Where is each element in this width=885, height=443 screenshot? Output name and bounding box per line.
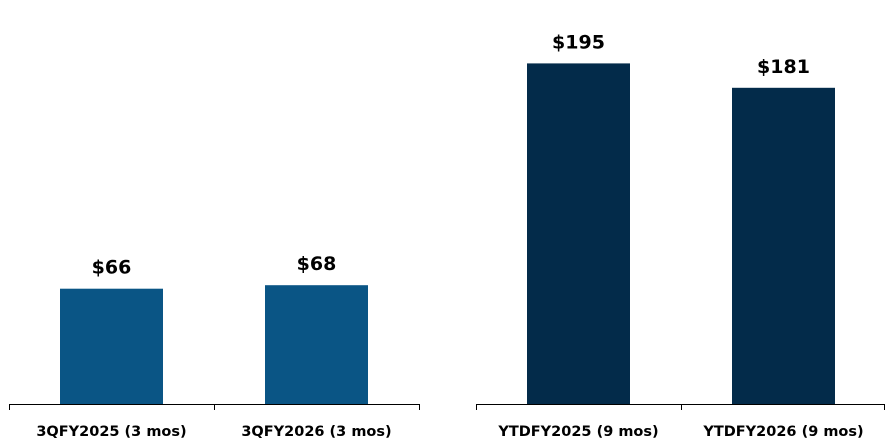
- bar: [60, 288, 163, 404]
- data-label: $195: [552, 31, 605, 53]
- bar: [527, 63, 630, 405]
- data-label: $66: [92, 257, 132, 279]
- bar: [732, 87, 835, 405]
- bar: [265, 285, 368, 404]
- data-label: $68: [297, 253, 337, 275]
- chart-panel-ytd: $195 YTDFY2025 (9 mos) $181 YTDFY2026 (9 mo…: [476, 31, 885, 440]
- x-tick-label: YTDFY2026 (9 mos): [702, 424, 863, 440]
- x-tick-label: YTDFY2025 (9 mos): [497, 424, 658, 440]
- x-tick-label: 3QFY2025 (3 mos): [36, 424, 186, 440]
- chart-panel-quarterly: $66 3QFY2025 (3 mos) $68 3QFY2026 (3 mos): [9, 253, 420, 440]
- data-label: $181: [757, 56, 810, 78]
- x-tick-label: 3QFY2026 (3 mos): [241, 424, 391, 440]
